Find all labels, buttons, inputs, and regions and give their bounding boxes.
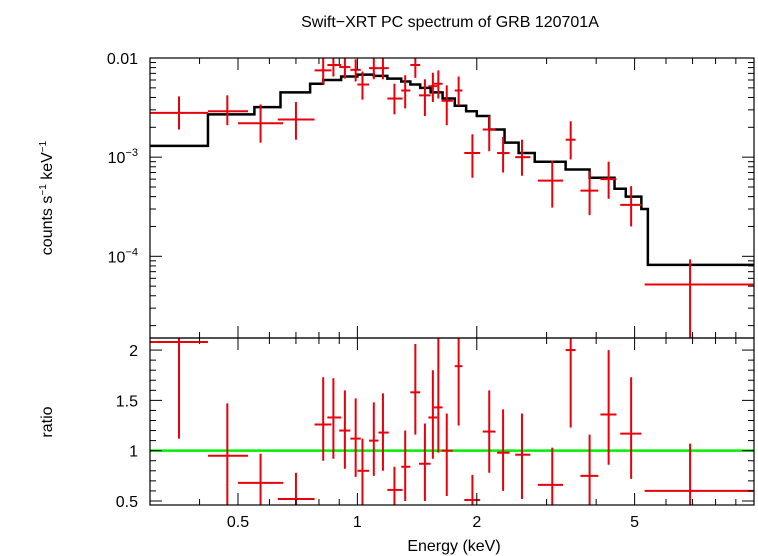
spectrum-data-point — [565, 121, 576, 160]
ratio-data-point — [580, 434, 599, 505]
ratio-data-point — [600, 350, 617, 465]
ratio-data-point — [378, 393, 389, 471]
spectrum-data-point — [428, 72, 438, 102]
ratio-frame — [149, 337, 755, 506]
x-tick-label: 2 — [472, 514, 481, 531]
ratio-y-tick-label: 1.5 — [116, 393, 138, 410]
spectrum-data-point — [357, 71, 370, 100]
ratio-data-point — [454, 338, 463, 426]
ratio-data-point — [314, 377, 332, 461]
spectrum-data-point — [401, 75, 411, 109]
ratio-data-point — [433, 338, 443, 453]
ratio-data-point — [620, 377, 642, 479]
ratio-data-point — [350, 398, 361, 477]
ratio-data-point — [464, 474, 481, 505]
ratio-data-point — [339, 390, 351, 469]
spectrum-data-point — [537, 160, 564, 208]
spectrum-data-point — [378, 58, 389, 80]
ylabel-exp-1: −1 — [38, 184, 49, 196]
x-axis-label: Energy (keV) — [407, 538, 500, 555]
spectrum-data-point — [369, 58, 379, 80]
spectrum-data-point — [277, 101, 315, 140]
spectrum-data-point — [620, 186, 642, 227]
ratio-y-axis-label: ratio — [39, 406, 56, 437]
ratio-data-point — [387, 466, 403, 505]
spectrum-data-point — [237, 104, 284, 143]
ratio-y-tick-label: 1 — [129, 444, 138, 461]
spectrum-data-point — [600, 161, 617, 199]
ratio-data-point — [565, 338, 576, 428]
x-tick-label: 5 — [630, 514, 639, 531]
spectrum-data-point — [207, 95, 249, 126]
ratio-data-point — [401, 430, 411, 501]
spectrum-y-axis-label: counts s−1 keV−1 — [38, 140, 56, 255]
spectrum-data-point — [150, 96, 208, 130]
ratio-data-point — [207, 403, 249, 505]
ylabel-counts: counts s — [39, 196, 56, 256]
ratio-data-point — [369, 402, 379, 476]
ratio-data-point — [357, 438, 370, 505]
ratio-data-point — [441, 413, 453, 496]
spectrum-data-point — [350, 59, 361, 82]
spectrum-data-point — [515, 139, 531, 176]
ratio-data-point — [418, 423, 431, 501]
spectrum-data-point — [454, 76, 463, 106]
ylabel-exp-2: −1 — [38, 140, 49, 152]
ratio-data-point — [497, 409, 510, 491]
ratio-data-point — [515, 413, 531, 499]
ratio-data-point — [428, 370, 438, 459]
spectrum-data-point — [497, 136, 510, 173]
spectrum-y-tick-label: 10−3 — [108, 147, 138, 167]
ratio-data-point — [150, 338, 208, 439]
ratio-data-point — [482, 390, 496, 473]
ratio-plot-area — [150, 338, 754, 505]
spectrum-data-point — [441, 85, 453, 126]
x-tick-label: 1 — [353, 514, 362, 531]
spectrum-plot-area — [150, 58, 754, 338]
spectrum-data-point — [387, 83, 403, 115]
spectrum-data-point — [482, 116, 496, 152]
ratio-data-point — [327, 378, 342, 459]
ratio-panel: 0.5 1 1.5 2 0.5 1 2 5 — [116, 337, 755, 531]
ratio-data-point — [644, 443, 754, 505]
spectrum-data-point — [433, 70, 443, 99]
spectrum-y-tick-label: 10−4 — [108, 246, 138, 266]
spectrum-data-point — [410, 58, 421, 78]
spectrum-data-point — [418, 79, 431, 117]
spectrum-data-point — [314, 58, 332, 85]
ratio-data-point — [410, 344, 421, 435]
spectrum-panel: 0.01 10−3 10−4 — [107, 51, 755, 339]
ratio-data-point — [537, 447, 564, 505]
chart-title: Swift−XRT PC spectrum of GRB 120701A — [301, 14, 599, 31]
ylabel-kev: keV — [39, 152, 56, 184]
spectrum-data-point — [644, 259, 754, 338]
spectrum-data-point — [580, 171, 599, 216]
spectrum-data-point — [464, 134, 481, 178]
ratio-y-tick-label: 2 — [129, 343, 138, 360]
spectrum-y-tick-label: 0.01 — [107, 51, 138, 68]
ratio-y-tick-label: 0.5 — [116, 494, 138, 511]
ratio-data-point — [237, 453, 284, 505]
spectrum-data-point — [339, 58, 351, 79]
x-tick-label: 0.5 — [227, 514, 249, 531]
model-step-line — [150, 73, 754, 267]
